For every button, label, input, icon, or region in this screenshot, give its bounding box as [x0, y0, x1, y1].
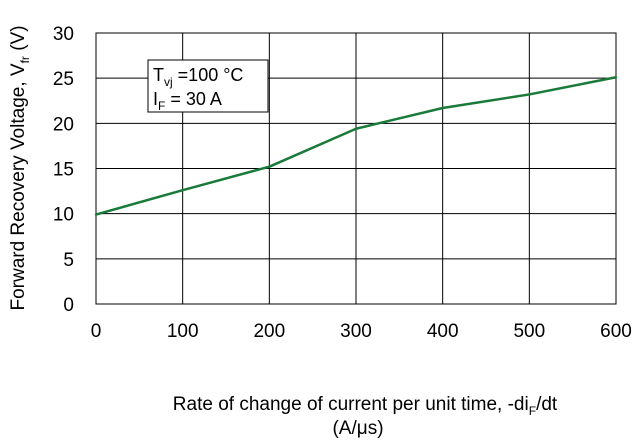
x-tick-label: 500	[513, 321, 545, 342]
y-axis-title: Forward Recovery Voltage, Vfr (V)	[8, 25, 32, 310]
y-tick-label: 0	[63, 295, 74, 316]
plot-frame	[95, 32, 617, 305]
x-tick-label: 100	[167, 321, 199, 342]
annotation: Tvj =100 °C IF = 30 A	[147, 59, 269, 113]
y-tick-label: 25	[53, 69, 74, 90]
x-tick-label: 300	[340, 321, 372, 342]
data-point	[268, 165, 271, 168]
x-tick-labels: 0 100 200 300 400 500 600	[91, 321, 632, 342]
y-tick-label: 10	[53, 205, 74, 226]
data-point	[354, 127, 358, 130]
series-group	[94, 76, 618, 216]
x-tick-label: 400	[427, 321, 459, 342]
x-axis-title-unit: (A/μs)	[332, 418, 383, 439]
x-tick-label: 0	[91, 321, 102, 342]
annotation-box	[147, 59, 269, 113]
y-tick-label: 15	[53, 160, 74, 181]
annotation-line-1: Tvj =100 °C	[153, 65, 243, 89]
data-point	[614, 76, 618, 79]
x-axis-title: Rate of change of current per unit time,…	[173, 394, 558, 418]
data-point	[181, 188, 184, 192]
data-point	[528, 93, 531, 96]
x-tick-label: 600	[600, 321, 632, 342]
y-tick-label: 20	[53, 114, 74, 135]
gridlines	[96, 33, 616, 304]
y-tick-label: 30	[53, 24, 74, 45]
data-point	[94, 213, 98, 216]
x-tick-label: 200	[253, 321, 285, 342]
y-tick-labels: 0 5 10 15 20 25 30	[53, 24, 74, 316]
annotation-line-2: IF = 30 A	[153, 89, 222, 113]
y-tick-label: 5	[63, 250, 74, 271]
data-point	[441, 106, 444, 110]
